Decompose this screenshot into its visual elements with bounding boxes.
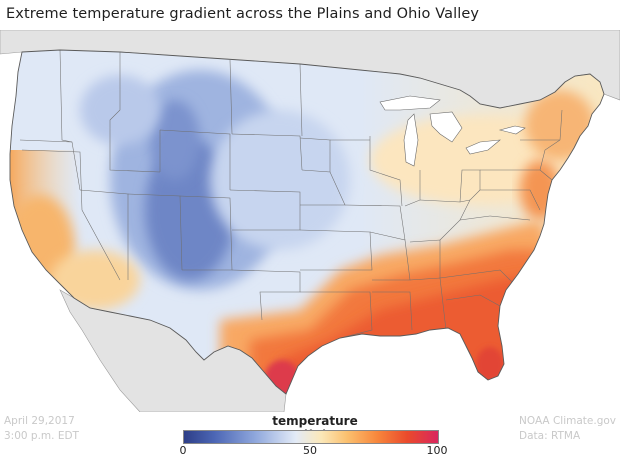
legend-tick-mid: 50: [303, 444, 317, 457]
data-source-label: Data: RTMA: [519, 430, 581, 442]
time-label: 3:00 p.m. EDT: [4, 430, 79, 442]
legend-color-bar: [183, 430, 439, 444]
map-title: Extreme temperature gradient across the …: [6, 6, 480, 22]
legend-tick-max: 100: [426, 444, 448, 457]
credits: NOAA Climate.gov Data: RTMA: [519, 414, 616, 444]
temperature-map: [0, 30, 620, 412]
timestamp: April 29,2017 3:00 p.m. EDT: [4, 414, 79, 444]
state-borders: [19, 50, 563, 339]
gulf-coast-water: [286, 328, 520, 412]
date-label: April 29,2017: [4, 415, 75, 427]
florida-peninsula-edge: [465, 345, 489, 381]
legend-tick-min: 0: [179, 444, 187, 457]
great-lakes: [379, 95, 526, 167]
credit-label: NOAA Climate.gov: [519, 415, 616, 427]
